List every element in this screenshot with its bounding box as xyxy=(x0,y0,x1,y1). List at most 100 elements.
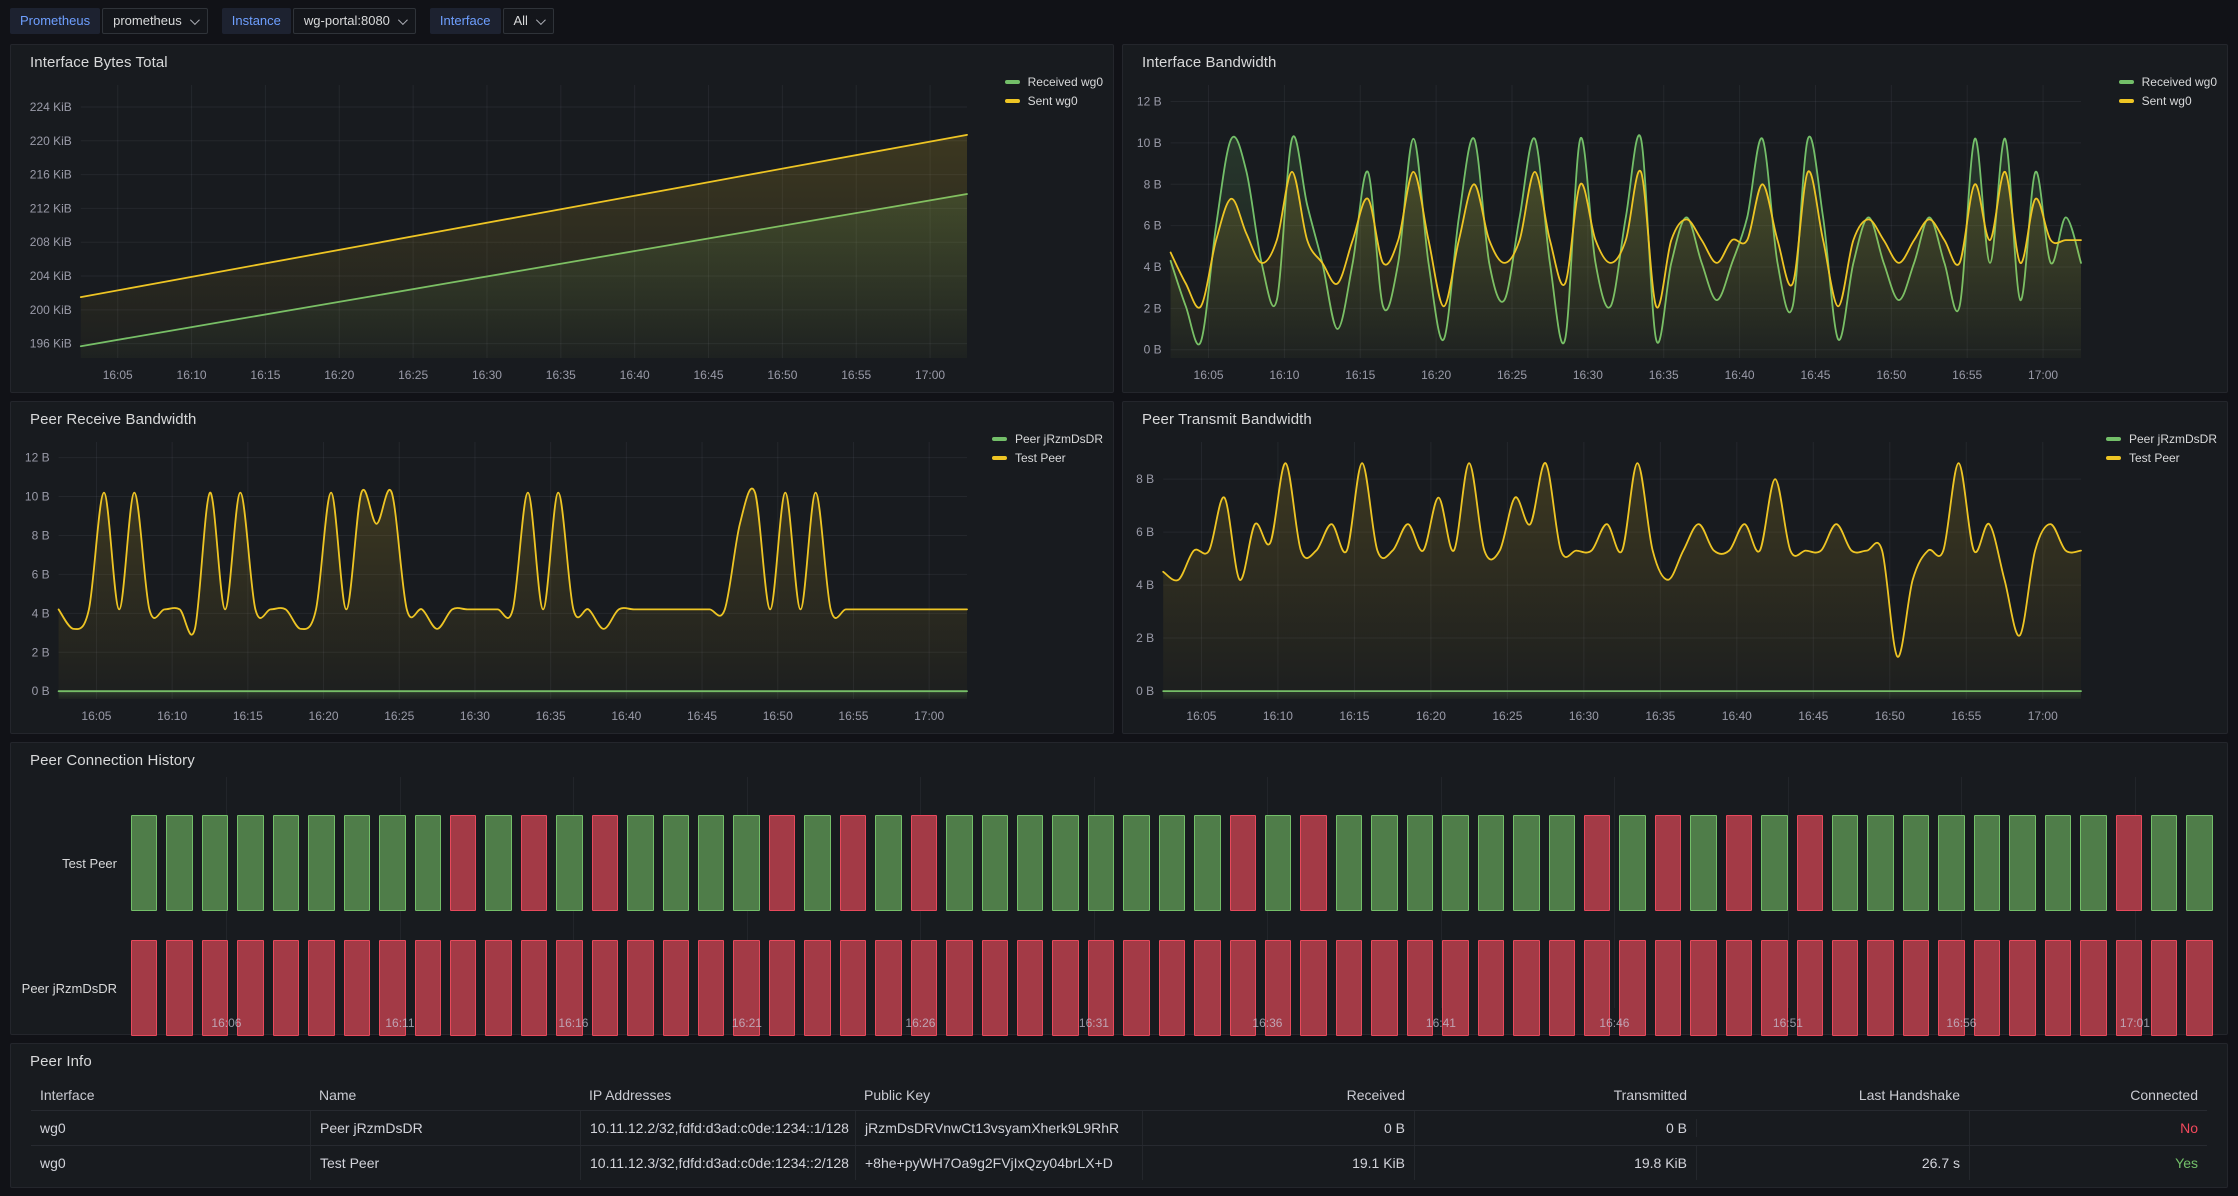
status-history-chart[interactable]: Test Peer Peer jRzmDsDR 16:06 16:11 16:16 16:… xyxy=(11,777,2213,1036)
status-bar-disconnected[interactable] xyxy=(272,940,300,1036)
time-series-chart[interactable]: 16:05 16:10 16:15 16:20 16:25 16:30 16:35 16:40… xyxy=(17,73,973,388)
panel-title[interactable]: Interface Bandwidth xyxy=(1142,54,1277,71)
status-bar-connected[interactable] xyxy=(2044,815,2072,911)
status-bar-connected[interactable] xyxy=(201,815,229,911)
status-bar-connected[interactable] xyxy=(875,815,902,911)
status-bar-disconnected[interactable] xyxy=(343,940,371,1036)
status-bar-disconnected[interactable] xyxy=(520,815,548,911)
status-bar-disconnected[interactable] xyxy=(1867,940,1894,1036)
status-bar-disconnected[interactable] xyxy=(1619,940,1646,1036)
status-bar-connected[interactable] xyxy=(1619,815,1646,911)
status-bar-connected[interactable] xyxy=(308,815,335,911)
status-bar-disconnected[interactable] xyxy=(1725,815,1753,911)
status-bar-disconnected[interactable] xyxy=(1229,815,1256,911)
status-bar-connected[interactable] xyxy=(1442,815,1469,911)
status-bar-disconnected[interactable] xyxy=(201,940,229,1036)
status-bar-disconnected[interactable] xyxy=(1513,940,1540,1036)
time-series-chart[interactable]: 16:05 16:10 16:15 16:20 16:25 16:30 16:35 16:40… xyxy=(1129,430,2087,729)
status-bar-disconnected[interactable] xyxy=(2080,940,2107,1036)
status-bar-connected[interactable] xyxy=(1406,815,1434,911)
status-bar-disconnected[interactable] xyxy=(2044,940,2072,1036)
status-bar-connected[interactable] xyxy=(1371,815,1398,911)
status-bar-connected[interactable] xyxy=(698,815,725,911)
panel-title[interactable]: Peer Transmit Bandwidth xyxy=(1142,411,1312,428)
status-bar-disconnected[interactable] xyxy=(1158,940,1186,1036)
status-bar-disconnected[interactable] xyxy=(875,940,902,1036)
status-bar-connected[interactable] xyxy=(272,815,300,911)
status-bar-connected[interactable] xyxy=(2150,815,2178,911)
status-bar-disconnected[interactable] xyxy=(1194,940,1221,1036)
status-bar-disconnected[interactable] xyxy=(1477,940,1505,1036)
panel-title[interactable]: Interface Bytes Total xyxy=(30,54,168,71)
status-bar-disconnected[interactable] xyxy=(1016,940,1044,1036)
status-bar-disconnected[interactable] xyxy=(1087,940,1115,1036)
status-bar-connected[interactable] xyxy=(1087,815,1115,911)
status-bar-connected[interactable] xyxy=(804,815,831,911)
status-bar-connected[interactable] xyxy=(1194,815,1221,911)
status-bar-disconnected[interactable] xyxy=(698,940,725,1036)
panel-title[interactable]: Peer Info xyxy=(30,1053,92,1070)
variable-select-prometheus[interactable]: prometheus xyxy=(102,8,208,34)
status-bar-disconnected[interactable] xyxy=(627,940,654,1036)
status-bar-disconnected[interactable] xyxy=(2150,940,2178,1036)
status-bar-disconnected[interactable] xyxy=(449,940,477,1036)
status-bar-connected[interactable] xyxy=(1513,815,1540,911)
status-bar-disconnected[interactable] xyxy=(1938,940,1965,1036)
status-bar-connected[interactable] xyxy=(556,815,583,911)
status-bar-disconnected[interactable] xyxy=(1796,940,1823,1036)
status-bar-disconnected[interactable] xyxy=(1654,940,1682,1036)
status-bar-connected[interactable] xyxy=(2186,815,2213,911)
status-bar-disconnected[interactable] xyxy=(1442,940,1469,1036)
status-bar-disconnected[interactable] xyxy=(166,940,193,1036)
status-bar-disconnected[interactable] xyxy=(591,815,619,911)
status-bar-disconnected[interactable] xyxy=(591,940,619,1036)
status-bar-connected[interactable] xyxy=(1761,815,1788,911)
status-bar-disconnected[interactable] xyxy=(131,940,158,1036)
status-bar-connected[interactable] xyxy=(2080,815,2107,911)
status-bar-disconnected[interactable] xyxy=(1229,940,1256,1036)
legend-item-sent-wg0[interactable]: Sent wg0 xyxy=(1004,94,1103,108)
status-bar-connected[interactable] xyxy=(166,815,193,911)
status-bar-disconnected[interactable] xyxy=(1335,940,1363,1036)
status-bar-disconnected[interactable] xyxy=(1725,940,1753,1036)
status-bar-connected[interactable] xyxy=(627,815,654,911)
status-bar-disconnected[interactable] xyxy=(1548,940,1575,1036)
legend-item-test-peer[interactable]: Test Peer xyxy=(991,451,1103,465)
status-bar-disconnected[interactable] xyxy=(2009,940,2036,1036)
status-bar-disconnected[interactable] xyxy=(910,940,938,1036)
status-bar-connected[interactable] xyxy=(237,815,264,911)
status-bar-disconnected[interactable] xyxy=(1583,815,1611,911)
status-bar-disconnected[interactable] xyxy=(768,815,796,911)
status-bar-connected[interactable] xyxy=(1867,815,1894,911)
status-bar-connected[interactable] xyxy=(946,815,973,911)
status-bar-connected[interactable] xyxy=(2009,815,2036,911)
status-bar-disconnected[interactable] xyxy=(1796,815,1823,911)
status-bar-connected[interactable] xyxy=(1832,815,1859,911)
status-bar-connected[interactable] xyxy=(131,815,158,911)
status-bar-disconnected[interactable] xyxy=(2186,940,2213,1036)
status-bar-connected[interactable] xyxy=(1902,815,1930,911)
status-bar-connected[interactable] xyxy=(733,815,760,911)
table-header-cell[interactable]: Connected xyxy=(2130,1087,2198,1103)
status-bar-disconnected[interactable] xyxy=(1371,940,1398,1036)
status-bar-connected[interactable] xyxy=(1690,815,1717,911)
status-bar-connected[interactable] xyxy=(1123,815,1150,911)
legend-item-test-peer[interactable]: Test Peer xyxy=(2105,451,2217,465)
panel-title[interactable]: Peer Connection History xyxy=(30,752,195,769)
status-bar-connected[interactable] xyxy=(379,815,406,911)
status-bar-disconnected[interactable] xyxy=(1690,940,1717,1036)
status-bar-connected[interactable] xyxy=(1548,815,1575,911)
table-header-cell[interactable]: Last Handshake xyxy=(1858,1087,1960,1103)
table-header-cell[interactable]: Name xyxy=(319,1087,357,1103)
legend-item-received-wg0[interactable]: Received wg0 xyxy=(1004,75,1103,89)
status-bar-disconnected[interactable] xyxy=(1973,940,2001,1036)
status-bar-connected[interactable] xyxy=(1265,815,1292,911)
status-bar-disconnected[interactable] xyxy=(237,940,264,1036)
status-bar-disconnected[interactable] xyxy=(379,940,406,1036)
status-bar-disconnected[interactable] xyxy=(308,940,335,1036)
status-bar-disconnected[interactable] xyxy=(946,940,973,1036)
status-bar-connected[interactable] xyxy=(1477,815,1505,911)
legend-item-received-wg0[interactable]: Received wg0 xyxy=(2118,75,2217,89)
legend-item-peer-jrzmdsdr[interactable]: Peer jRzmDsDR xyxy=(991,432,1103,446)
variable-select-instance[interactable]: wg-portal:8080 xyxy=(292,8,416,34)
